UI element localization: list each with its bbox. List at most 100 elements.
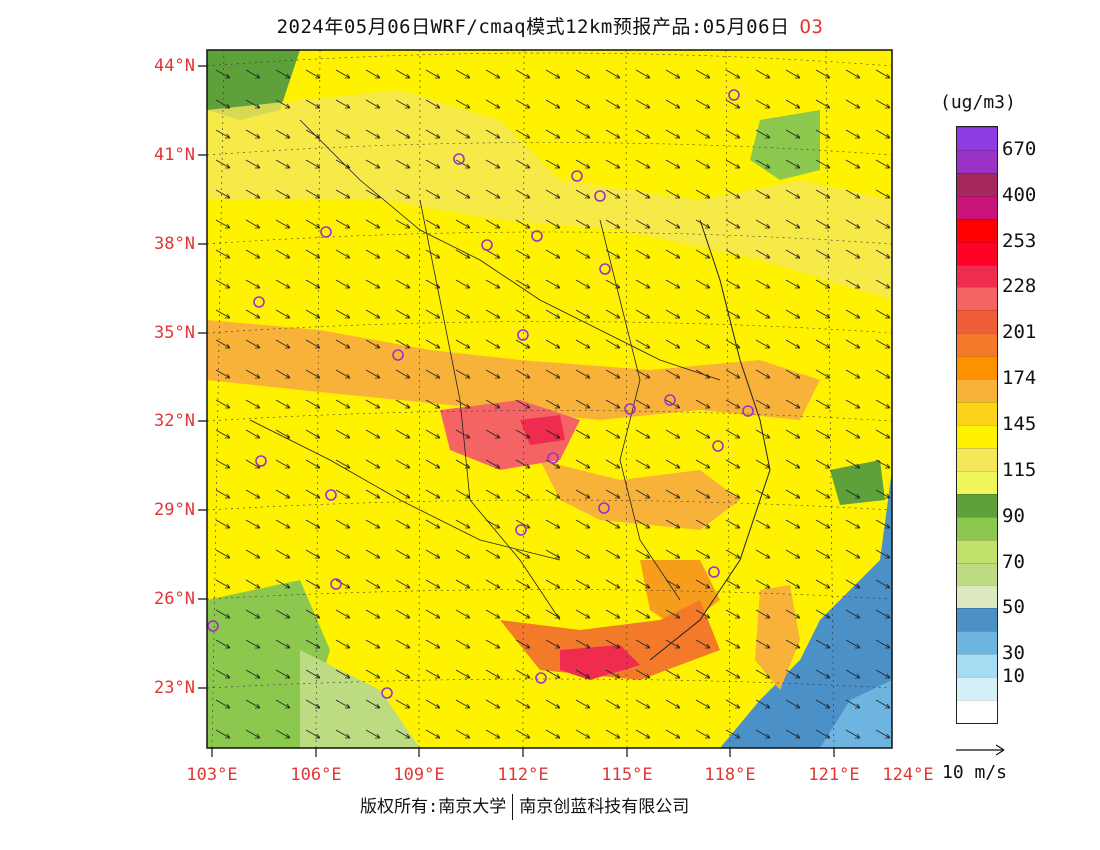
legend-swatch — [957, 493, 997, 517]
legend-swatch — [957, 677, 997, 701]
longitude-label: 115°E — [601, 765, 653, 785]
station-marker — [664, 394, 676, 406]
station-marker — [571, 170, 583, 182]
longitude-label: 112°E — [497, 765, 549, 785]
legend-label: 400 — [1002, 183, 1037, 206]
station-marker — [708, 566, 720, 578]
latitude-label: 44°N — [154, 56, 195, 76]
wind-scale-label: 10 m/s — [942, 762, 1008, 783]
legend-swatch — [957, 333, 997, 357]
map-frame — [206, 49, 893, 749]
legend-swatch — [957, 608, 997, 632]
legend-swatch — [957, 356, 997, 380]
pollutant-label: O3 — [799, 16, 824, 38]
boundary-line — [419, 199, 561, 621]
station-marker — [624, 403, 636, 415]
station-marker — [712, 440, 724, 452]
station-marker — [515, 524, 527, 536]
latitude-label: 35°N — [154, 323, 195, 343]
legend-swatch — [957, 470, 997, 494]
latitude-label: 32°N — [154, 411, 195, 431]
legend-label: 253 — [1002, 229, 1037, 252]
legend-colorbar — [956, 126, 998, 724]
station-marker — [599, 263, 611, 275]
latitude-label: 41°N — [154, 145, 195, 165]
legend-label: 670 — [1002, 137, 1037, 160]
legend-swatch — [957, 539, 997, 563]
boundary-line — [299, 119, 721, 381]
legend-swatch — [957, 425, 997, 448]
legend-label: 115 — [1002, 458, 1037, 481]
legend-label: 145 — [1002, 413, 1037, 435]
legend-swatch — [957, 379, 997, 403]
legend-swatch — [957, 195, 997, 219]
page-title: 2024年05月06日WRF/cmaq模式12km预报产品:05月06日 O3 — [0, 12, 1100, 39]
station-marker — [325, 489, 337, 501]
longitude-label: 109°E — [393, 765, 445, 785]
copyright: 版权所有:南京大学 南京创蓝科技有限公司 — [360, 792, 689, 820]
legend-swatch — [957, 218, 997, 242]
legend-swatch — [957, 402, 997, 426]
legend-swatch — [957, 562, 997, 586]
legend-swatch — [957, 310, 997, 334]
coastline — [649, 219, 771, 661]
legend-swatch — [957, 585, 997, 609]
copyright-left: 版权所有:南京大学 — [360, 797, 507, 817]
station-marker — [453, 153, 465, 165]
copyright-right: 南京创蓝科技有限公司 — [519, 797, 690, 817]
legend-label: 174 — [1002, 367, 1037, 390]
legend-swatch — [957, 264, 997, 288]
legend-swatch — [957, 447, 997, 471]
legend-swatch — [957, 631, 997, 655]
legend-swatch — [957, 149, 997, 173]
station-marker — [535, 672, 547, 684]
station-markers — [207, 89, 754, 699]
legend-label: 30 — [1002, 642, 1025, 665]
station-marker — [392, 349, 404, 361]
station-marker — [594, 190, 606, 202]
legend-swatch — [957, 287, 997, 311]
longitude-label: 118°E — [704, 765, 756, 785]
concentration-field — [207, 50, 892, 748]
station-marker — [547, 452, 559, 464]
legend-swatch — [957, 700, 997, 723]
station-marker — [255, 455, 267, 467]
wind-vectors — [207, 50, 892, 748]
station-marker — [598, 502, 610, 514]
station-marker — [320, 226, 332, 238]
axis-ticks — [198, 65, 835, 757]
longitude-label: 106°E — [290, 765, 342, 785]
station-marker — [207, 620, 219, 632]
legend-swatch — [957, 516, 997, 540]
longitude-label: 121°E — [808, 765, 860, 785]
legend-swatch — [957, 654, 997, 678]
boundary-line — [249, 419, 561, 561]
longitude-label: 103°E — [186, 765, 238, 785]
boundary-line — [599, 219, 681, 601]
title-text: 2024年05月06日WRF/cmaq模式12km预报产品:05月06日 — [276, 16, 790, 38]
legend-label: 228 — [1002, 275, 1037, 298]
station-marker — [517, 329, 529, 341]
station-marker — [531, 230, 543, 242]
legend-swatch — [957, 172, 997, 196]
legend-label: 90 — [1002, 504, 1025, 527]
station-marker — [481, 239, 493, 251]
latitude-label: 29°N — [154, 500, 195, 520]
station-marker — [381, 687, 393, 699]
latitude-label: 38°N — [154, 234, 195, 254]
legend-swatch — [957, 241, 997, 265]
legend-label: 201 — [1002, 321, 1037, 344]
latitude-label: 23°N — [154, 678, 195, 698]
station-marker — [253, 296, 265, 308]
graticule — [207, 50, 892, 748]
latitude-label: 26°N — [154, 589, 195, 609]
longitude-label: 124°E — [882, 765, 934, 785]
legend-label: 50 — [1002, 596, 1025, 619]
station-marker — [330, 578, 342, 590]
station-marker — [728, 89, 740, 101]
wind-scale-arrow — [956, 744, 1005, 756]
legend-unit: (ug/m3) — [940, 92, 1016, 113]
legend-label: 10 — [1002, 665, 1025, 688]
legend-swatch — [957, 127, 997, 150]
